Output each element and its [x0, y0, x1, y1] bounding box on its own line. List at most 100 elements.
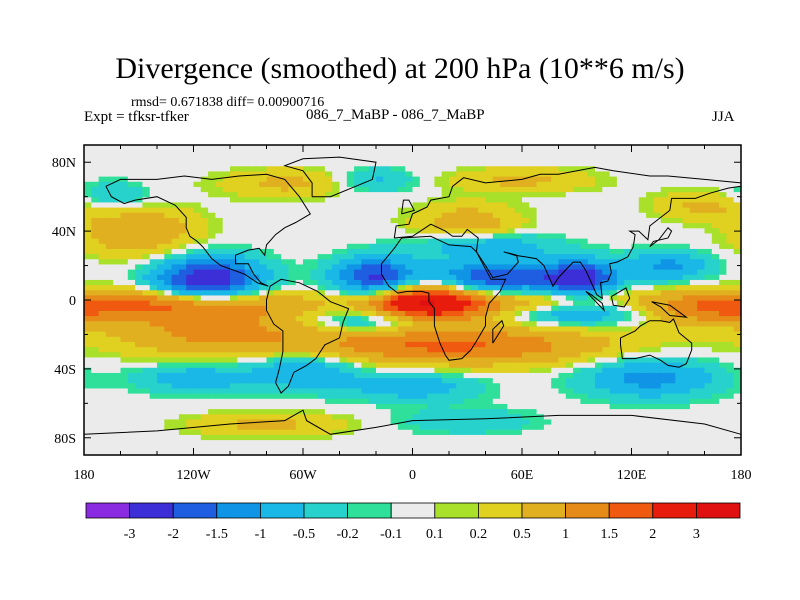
heatmap-cell: [244, 176, 253, 182]
heatmap-cell: [543, 325, 552, 332]
heatmap-cell: [200, 387, 209, 394]
heatmap-cell: [470, 253, 479, 260]
heatmap-cell: [310, 217, 319, 224]
heatmap-cell: [733, 170, 742, 177]
heatmap-cell: [668, 284, 676, 291]
heatmap-cell: [266, 424, 275, 430]
heatmap-cell: [259, 362, 268, 368]
heatmap-cell: [507, 418, 516, 425]
heatmap-cell: [368, 274, 377, 280]
heatmap-cell: [449, 279, 457, 286]
heatmap-cell: [339, 222, 348, 229]
heatmap-cell: [324, 387, 333, 394]
heatmap-cell: [507, 196, 516, 203]
heatmap-cell: [193, 191, 202, 198]
heatmap-cell: [127, 165, 136, 172]
heatmap-cell: [441, 191, 450, 198]
heatmap-cell: [711, 418, 720, 425]
heatmap-cell: [208, 305, 216, 311]
heatmap-cell: [251, 434, 260, 441]
heatmap-cell: [376, 227, 384, 234]
heatmap-cell: [164, 186, 173, 193]
heatmap-cell: [113, 346, 122, 353]
heatmap-cell: [222, 310, 231, 317]
heatmap-cell: [288, 325, 297, 332]
heatmap-cell: [354, 444, 362, 451]
heatmap-cell: [120, 367, 129, 373]
heatmap-cell: [543, 305, 552, 311]
heatmap-cell: [105, 269, 114, 275]
heatmap-cell: [653, 367, 662, 373]
heatmap-cell: [178, 300, 187, 306]
heatmap-cell: [514, 191, 523, 198]
heatmap-cell: [711, 398, 720, 404]
heatmap-cell: [719, 263, 727, 270]
heatmap-cell: [120, 186, 129, 193]
heatmap-cell: [616, 263, 625, 270]
heatmap-cell: [624, 429, 633, 435]
heatmap-cell: [98, 263, 107, 270]
heatmap-cell: [332, 196, 341, 203]
heatmap-cell: [281, 429, 289, 435]
heatmap-cell: [317, 201, 326, 208]
heatmap-cell: [397, 253, 406, 260]
heatmap-cell: [689, 232, 698, 239]
heatmap-cell: [668, 170, 676, 177]
heatmap-cell: [200, 320, 209, 327]
heatmap-cell: [390, 413, 399, 420]
heatmap-cell: [259, 315, 268, 322]
heatmap-cell: [295, 269, 304, 275]
heatmap-cell: [434, 434, 443, 441]
heatmap-cell: [98, 408, 107, 415]
heatmap-cell: [478, 346, 487, 353]
heatmap-cell: [624, 439, 633, 446]
heatmap-cell: [157, 310, 165, 317]
heatmap-cell: [317, 170, 326, 177]
heatmap-cell: [441, 279, 450, 286]
heatmap-cell: [361, 284, 370, 291]
heatmap-cell: [668, 424, 676, 430]
heatmap-cell: [719, 418, 727, 425]
heatmap-cell: [98, 232, 107, 239]
heatmap-cell: [208, 418, 216, 425]
heatmap-cell: [558, 429, 567, 435]
heatmap-cell: [120, 398, 129, 404]
heatmap-cell: [127, 186, 136, 193]
heatmap-cell: [514, 181, 523, 187]
heatmap-cell: [317, 351, 326, 358]
heatmap-cell: [668, 243, 676, 249]
heatmap-cell: [668, 212, 676, 218]
heatmap-cell: [383, 170, 392, 177]
heatmap-cell: [157, 372, 165, 379]
heatmap-cell: [200, 377, 209, 384]
heatmap-cell: [390, 320, 399, 327]
heatmap-cell: [288, 356, 297, 363]
heatmap-cell: [711, 186, 720, 193]
heatmap-cell: [733, 320, 742, 327]
heatmap-cell: [507, 434, 516, 441]
heatmap-cell: [587, 325, 596, 332]
heatmap-cell: [419, 191, 428, 198]
heatmap-cell: [602, 227, 611, 234]
heatmap-cell: [602, 310, 611, 317]
heatmap-cell: [368, 279, 377, 286]
heatmap-cell: [186, 444, 195, 451]
heatmap-cell: [288, 300, 297, 306]
heatmap-cell: [273, 418, 282, 425]
heatmap-cell: [719, 356, 727, 363]
heatmap-cell: [120, 227, 129, 234]
heatmap-cell: [675, 238, 684, 244]
heatmap-cell: [514, 196, 523, 203]
heatmap-cell: [704, 181, 713, 187]
heatmap-cell: [660, 439, 669, 446]
heatmap-cell: [186, 212, 195, 218]
heatmap-cell: [522, 403, 530, 410]
heatmap-cell: [427, 310, 435, 317]
heatmap-cell: [478, 191, 487, 198]
heatmap-cell: [609, 284, 618, 291]
heatmap-cell: [507, 258, 516, 265]
heatmap-cell: [463, 429, 472, 435]
heatmap-cell: [638, 356, 647, 363]
heatmap-cell: [646, 305, 654, 311]
heatmap-cell: [164, 294, 173, 301]
